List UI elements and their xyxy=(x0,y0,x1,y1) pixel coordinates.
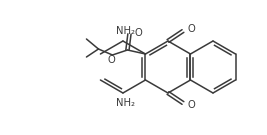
Text: O: O xyxy=(188,100,196,110)
Text: NH₂: NH₂ xyxy=(116,98,135,108)
Text: O: O xyxy=(135,28,142,38)
Text: O: O xyxy=(188,24,196,34)
Text: NH₂: NH₂ xyxy=(116,26,135,36)
Text: O: O xyxy=(108,55,115,65)
